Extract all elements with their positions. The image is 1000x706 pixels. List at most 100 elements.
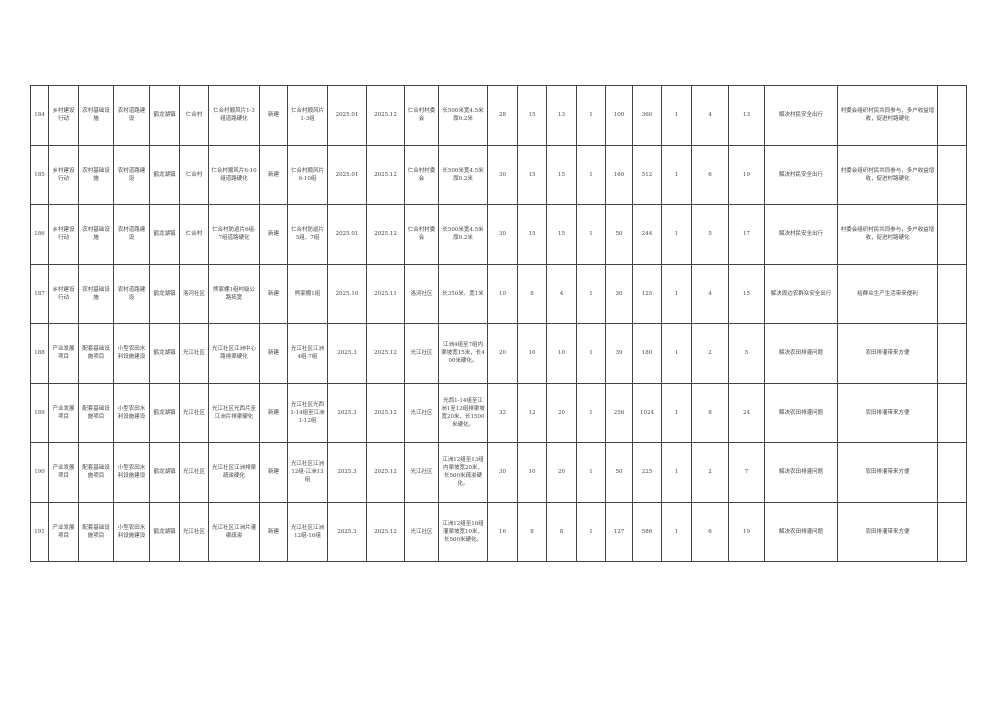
- table-cell: 乡村建设行动: [48, 263, 79, 324]
- table-cell: [937, 442, 967, 503]
- table-cell: 小型农田水利设施建设: [113, 382, 150, 443]
- table-cell: [937, 382, 967, 443]
- table-cell: 28: [487, 85, 518, 146]
- table-cell: 586: [632, 501, 662, 562]
- table-cell: 江洲12组至13组内渠坡宽20米，长500米疏浚硬化。: [438, 442, 488, 503]
- table-cell: 仁合村防巡片5组、7组: [287, 204, 328, 265]
- table-cell: 光江社区: [404, 501, 439, 562]
- table-cell: 农田排灌带来方便: [837, 442, 938, 503]
- table-cell: 光江社区江洲排渠疏浚硬化: [208, 442, 260, 503]
- table-cell: 186: [30, 204, 49, 265]
- table-cell: 新建: [259, 263, 288, 324]
- table-row: 185 乡村建设行动 农村基础设施 农村道路建设 鹤龙湖镇 仁合村 仁合村顺风片6-10组道…: [30, 144, 967, 205]
- table-cell: 10: [517, 323, 547, 384]
- table-cell: 农村道路建设: [113, 204, 150, 265]
- table-cell: 512: [632, 144, 662, 205]
- table-cell: 16: [487, 501, 518, 562]
- table-cell: 2025.12: [366, 144, 405, 205]
- table-cell: 产业发展项目: [48, 382, 79, 443]
- table-cell: 光江社区光西1-14组至江洲1-12组: [287, 382, 328, 443]
- table-cell: 6: [517, 263, 547, 324]
- table-cell: 1: [576, 204, 606, 265]
- table-cell: 15: [517, 144, 547, 205]
- table-cell: 解决村民安全出行: [764, 144, 838, 205]
- table-cell: 配套基础设施项目: [78, 382, 114, 443]
- table-cell: 13: [728, 85, 765, 146]
- table-cell: 仁合村: [179, 144, 209, 205]
- table-cell: 13: [546, 85, 577, 146]
- table-cell: [937, 85, 967, 146]
- table-row: 187 乡村建设行动 农村基础设施 农村道路建设 鹤龙湖镇 洛河社区 熊家棚1组村级公路拓宽…: [30, 263, 967, 324]
- table-cell: 给群众生产生活带来便利: [837, 263, 938, 324]
- table-cell: 8: [691, 382, 729, 443]
- table-cell: 小型农田水利设施建设: [113, 323, 150, 384]
- table-cell: [937, 204, 967, 265]
- table-cell: 180: [632, 323, 662, 384]
- table-cell: 农村道路建设: [113, 263, 150, 324]
- table-cell: 鹤龙湖镇: [149, 442, 180, 503]
- table-cell: 农田排灌带来方便: [837, 501, 938, 562]
- table-cell: 2025.3: [327, 442, 367, 503]
- table-cell: 农村基础设施: [78, 263, 114, 324]
- table-cell: 村委会组织村民共同参与，多户收益增收，促进村路硬化: [837, 144, 938, 205]
- table-cell: 农村道路建设: [113, 85, 150, 146]
- table-cell: 20: [546, 382, 577, 443]
- table-cell: 1: [661, 204, 692, 265]
- table-cell: 15: [728, 263, 765, 324]
- table-cell: 20: [546, 442, 577, 503]
- table-cell: 农村道路建设: [113, 144, 150, 205]
- table-cell: 乡村建设行动: [48, 204, 79, 265]
- table-row: 184 乡村建设行动 农村基础设施 农村道路建设 鹤龙湖镇 仁合村 仁合村顺风片1-3组道路…: [30, 85, 967, 146]
- table-cell: 鹤龙湖镇: [149, 501, 180, 562]
- table-cell: 30: [605, 263, 633, 324]
- table-cell: 新建: [259, 442, 288, 503]
- table-cell: 光江社区江洲12组-16组: [287, 501, 328, 562]
- table-cell: [937, 501, 967, 562]
- table-cell: 光江社区光西片至江洲片排渠硬化: [208, 382, 260, 443]
- table-cell: 1: [576, 501, 606, 562]
- table-cell: 长350米、宽1米: [438, 263, 488, 324]
- table-cell: 乡村建设行动: [48, 144, 79, 205]
- table-cell: 仁合村防巡片6组-7组道路硬化: [208, 204, 260, 265]
- table-cell: 2025.11: [366, 263, 405, 324]
- table-cell: 光江社区江洲中心路排渠硬化: [208, 323, 260, 384]
- table-cell: 洛河社区: [404, 263, 439, 324]
- table-cell: 仁合村顺风片6-10组: [287, 144, 328, 205]
- table-cell: [937, 323, 967, 384]
- table-cell: 1: [576, 144, 606, 205]
- table-cell: 100: [605, 85, 633, 146]
- table-cell: 配套基础设施项目: [78, 323, 114, 384]
- table-cell: 仁合村村委会: [404, 204, 439, 265]
- table-cell: 仁合村: [179, 204, 209, 265]
- table-cell: 8: [517, 501, 547, 562]
- table-cell: 光江社区: [404, 382, 439, 443]
- table-cell: 解决农田排灌问题: [764, 382, 838, 443]
- table-cell: 32: [487, 382, 518, 443]
- table-cell: 1: [661, 323, 692, 384]
- table-cell: 2025.12: [366, 442, 405, 503]
- table-cell: 仁合村: [179, 85, 209, 146]
- table-cell: 2025.12: [366, 501, 405, 562]
- table-cell: 1: [661, 442, 692, 503]
- table-cell: 190: [30, 442, 49, 503]
- table-cell: 新建: [259, 204, 288, 265]
- table-cell: 江洲12组至16组灌渠坡宽10米，长500米硬化。: [438, 501, 488, 562]
- table-cell: 2025.01: [327, 144, 367, 205]
- table-cell: 光江社区: [404, 442, 439, 503]
- table-cell: 10: [487, 263, 518, 324]
- table-cell: 解决农田排灌问题: [764, 323, 838, 384]
- table-cell: 2025.01: [327, 204, 367, 265]
- table-cell: 1: [576, 85, 606, 146]
- table-cell: 7: [728, 442, 765, 503]
- table-cell: 17: [728, 204, 765, 265]
- table-cell: 长500米宽4.5米厚0.2米: [438, 144, 488, 205]
- table-cell: 长500米宽4.5米厚0.2米: [438, 85, 488, 146]
- table-cell: 1: [576, 382, 606, 443]
- table-cell: 光江社区: [179, 382, 209, 443]
- table-cell: 6: [691, 144, 729, 205]
- table-cell: 2025.3: [327, 323, 367, 384]
- table-cell: 1: [661, 263, 692, 324]
- table-cell: 仁合村村委会: [404, 85, 439, 146]
- table-cell: 2: [691, 323, 729, 384]
- table-cell: 光江社区江洲12组-江洲13组: [287, 442, 328, 503]
